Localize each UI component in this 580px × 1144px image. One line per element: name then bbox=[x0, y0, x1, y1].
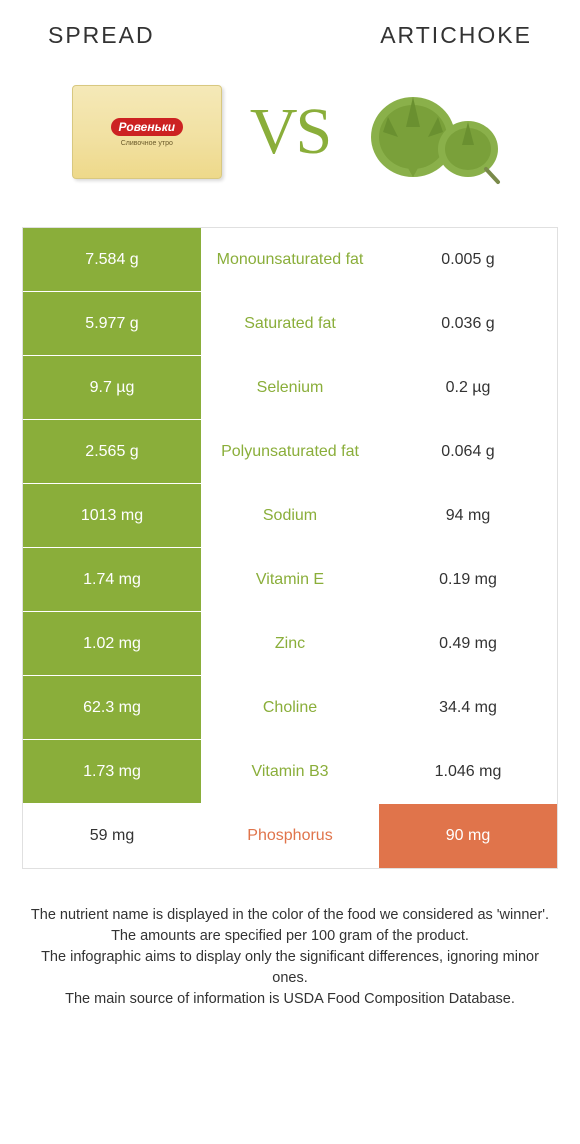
footnote-line: The main source of information is USDA F… bbox=[28, 989, 552, 1010]
value-right: 1.046 mg bbox=[379, 740, 557, 803]
value-left: 1.73 mg bbox=[23, 740, 201, 803]
value-right: 0.064 g bbox=[379, 420, 557, 483]
table-row: 2.565 gPolyunsaturated fat0.064 g bbox=[23, 420, 557, 484]
nutrient-label: Vitamin B3 bbox=[201, 740, 379, 803]
value-right: 0.036 g bbox=[379, 292, 557, 355]
footnote: The nutrient name is displayed in the co… bbox=[28, 905, 552, 1010]
spread-image: Ровеньки Сливочное утро bbox=[72, 77, 222, 187]
value-left: 62.3 mg bbox=[23, 676, 201, 739]
value-left: 2.565 g bbox=[23, 420, 201, 483]
comparison-table: 7.584 gMonounsaturated fat0.005 g5.977 g… bbox=[22, 227, 558, 869]
table-row: 59 mgPhosphorus90 mg bbox=[23, 804, 557, 868]
value-right: 94 mg bbox=[379, 484, 557, 547]
value-right: 0.005 g bbox=[379, 228, 557, 291]
vs-label: VS bbox=[250, 94, 330, 170]
table-row: 1.73 mgVitamin B31.046 mg bbox=[23, 740, 557, 804]
footnote-line: The infographic aims to display only the… bbox=[28, 947, 552, 989]
footnote-line: The amounts are specified per 100 gram o… bbox=[28, 926, 552, 947]
spread-subtext: Сливочное утро bbox=[121, 140, 173, 147]
table-row: 5.977 gSaturated fat0.036 g bbox=[23, 292, 557, 356]
nutrient-label: Choline bbox=[201, 676, 379, 739]
table-row: 62.3 mgCholine34.4 mg bbox=[23, 676, 557, 740]
food-right-title: ARTICHOKE bbox=[380, 22, 532, 49]
nutrient-label: Polyunsaturated fat bbox=[201, 420, 379, 483]
artichoke-image bbox=[358, 77, 508, 187]
nutrient-label: Sodium bbox=[201, 484, 379, 547]
table-row: 1.02 mgZinc0.49 mg bbox=[23, 612, 557, 676]
value-right: 34.4 mg bbox=[379, 676, 557, 739]
nutrient-label: Selenium bbox=[201, 356, 379, 419]
table-row: 7.584 gMonounsaturated fat0.005 g bbox=[23, 228, 557, 292]
nutrient-label: Zinc bbox=[201, 612, 379, 675]
value-left: 1.02 mg bbox=[23, 612, 201, 675]
value-right: 0.49 mg bbox=[379, 612, 557, 675]
table-row: 1013 mgSodium94 mg bbox=[23, 484, 557, 548]
value-right: 0.19 mg bbox=[379, 548, 557, 611]
vs-row: Ровеньки Сливочное утро VS bbox=[0, 53, 580, 227]
value-right: 90 mg bbox=[379, 804, 557, 868]
value-left: 1.74 mg bbox=[23, 548, 201, 611]
table-row: 1.74 mgVitamin E0.19 mg bbox=[23, 548, 557, 612]
footnote-line: The nutrient name is displayed in the co… bbox=[28, 905, 552, 926]
table-row: 9.7 µgSelenium0.2 µg bbox=[23, 356, 557, 420]
nutrient-label: Phosphorus bbox=[201, 804, 379, 868]
value-left: 5.977 g bbox=[23, 292, 201, 355]
nutrient-label: Monounsaturated fat bbox=[201, 228, 379, 291]
value-left: 1013 mg bbox=[23, 484, 201, 547]
nutrient-label: Vitamin E bbox=[201, 548, 379, 611]
value-right: 0.2 µg bbox=[379, 356, 557, 419]
spread-brand: Ровеньки bbox=[111, 118, 184, 136]
value-left: 7.584 g bbox=[23, 228, 201, 291]
food-left-title: SPREAD bbox=[48, 22, 155, 49]
header-row: SPREAD ARTICHOKE bbox=[0, 0, 580, 53]
nutrient-label: Saturated fat bbox=[201, 292, 379, 355]
value-left: 9.7 µg bbox=[23, 356, 201, 419]
value-left: 59 mg bbox=[23, 804, 201, 868]
